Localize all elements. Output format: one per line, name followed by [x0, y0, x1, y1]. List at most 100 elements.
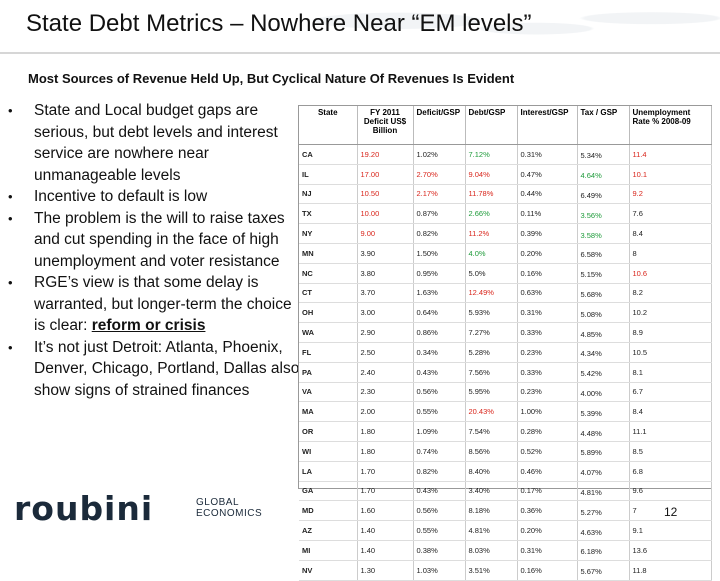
table-cell: 10.50 — [357, 184, 414, 205]
state-cell: OR — [299, 421, 358, 442]
table-row: OR 1.80 1.09% 7.54% 0.28% 4.48% 11.1 — [299, 421, 712, 442]
table-cell: 5.27% — [577, 500, 630, 522]
column-header: Debt/GSP — [465, 106, 518, 145]
table-cell: 10.2 — [629, 302, 712, 324]
table-cell: 5.42% — [577, 362, 630, 383]
table-cell: 8 — [629, 243, 712, 264]
table-cell: 1.60 — [357, 500, 414, 522]
table-cell: 0.95% — [413, 263, 466, 284]
world-map-background — [260, 0, 720, 52]
bullet-item: • Incentive to default is low — [8, 186, 300, 208]
table-cell: 0.23% — [517, 382, 578, 403]
table-cell: 2.90 — [357, 322, 414, 343]
table-cell: 8.56% — [465, 441, 518, 462]
bullet-marker: • — [8, 210, 13, 226]
title-bar: State Debt Metrics – Nowhere Near “EM le… — [0, 0, 720, 52]
table-cell: 4.81% — [465, 520, 518, 541]
table-cell: 4.48% — [577, 421, 630, 442]
column-header: Tax / GSP — [577, 106, 630, 145]
table-cell: 8.18% — [465, 500, 518, 522]
table-row: NJ 10.50 2.17% 11.78% 0.44% 6.49% 9.2 — [299, 184, 712, 205]
table-cell: 2.00 — [357, 401, 414, 423]
table-row: NY 9.00 0.82% 11.2% 0.39% 3.58% 8.4 — [299, 223, 712, 244]
table-cell: 4.0% — [465, 243, 518, 264]
roubini-logo: roubini GLOBAL ECONOMICS — [14, 492, 262, 525]
table-row: MA 2.00 0.55% 20.43% 1.00% 5.39% 8.4 — [299, 401, 712, 423]
table-cell: 6.7 — [629, 382, 712, 403]
table-cell: 8.4 — [629, 401, 712, 423]
table-cell: 2.66% — [465, 203, 518, 225]
table-cell: 4.85% — [577, 322, 630, 343]
table-cell: 4.00% — [577, 382, 630, 403]
table-cell: 0.20% — [517, 520, 578, 541]
bullet-item: • State and Local budget gaps are serious… — [8, 100, 300, 186]
table-cell: 1.63% — [413, 283, 466, 304]
table-row: VA 2.30 0.56% 5.95% 0.23% 4.00% 6.7 — [299, 382, 712, 403]
table-row: LA 1.70 0.82% 8.40% 0.46% 4.07% 6.8 — [299, 461, 712, 482]
table-cell: 5.93% — [465, 302, 518, 324]
state-cell: VA — [299, 382, 358, 403]
table-cell: 1.30 — [357, 560, 414, 581]
table-cell: 0.23% — [517, 342, 578, 363]
table-cell: 0.82% — [413, 461, 466, 482]
bullet-list: • State and Local budget gaps are serious… — [8, 100, 300, 401]
state-cell: WI — [299, 441, 358, 462]
table-cell: 0.43% — [413, 362, 466, 383]
table-cell: 4.07% — [577, 461, 630, 482]
table-cell: 0.38% — [413, 540, 466, 561]
table-cell: 9.04% — [465, 164, 518, 185]
table-cell: 1.09% — [413, 421, 466, 442]
state-cell: WA — [299, 322, 358, 343]
table-cell: 0.33% — [517, 322, 578, 343]
table-row: CT 3.70 1.63% 12.49% 0.63% 5.68% 8.2 — [299, 283, 712, 304]
table-cell: 9.00 — [357, 223, 414, 244]
table-cell: 0.52% — [517, 441, 578, 462]
table-cell: 1.00% — [517, 401, 578, 423]
table-cell: 0.28% — [517, 421, 578, 442]
table-cell: 7.12% — [465, 144, 518, 165]
table-cell: 4.64% — [577, 164, 630, 185]
table-cell: 8.5 — [629, 441, 712, 462]
column-header: State — [299, 106, 358, 145]
table-cell: 1.70 — [357, 461, 414, 482]
table-cell: 20.43% — [465, 401, 518, 423]
slide-title: State Debt Metrics – Nowhere Near “EM le… — [26, 10, 532, 37]
table-row: TX 10.00 0.87% 2.66% 0.11% 3.56% 7.6 — [299, 203, 712, 225]
table-cell: 4.63% — [577, 520, 630, 541]
page-number: 12 — [664, 505, 678, 519]
table-cell: 3.00 — [357, 302, 414, 324]
table-cell: 7.54% — [465, 421, 518, 442]
table-cell: 11.8 — [629, 560, 712, 581]
table-cell: 0.20% — [517, 243, 578, 264]
state-cell: NY — [299, 223, 358, 244]
state-cell: TX — [299, 203, 358, 225]
table-cell: 17.00 — [357, 164, 414, 185]
table-cell: 10.1 — [629, 164, 712, 185]
bullet-text: State and Local budget gaps are serious,… — [34, 102, 278, 184]
table-row: WA 2.90 0.86% 7.27% 0.33% 4.85% 8.9 — [299, 322, 712, 343]
table-cell: 2.17% — [413, 184, 466, 205]
bullet-text: Incentive to default is low — [34, 188, 208, 205]
table-row: GA 1.70 0.43% 3.40% 0.17% 4.81% 9.6 — [299, 481, 712, 502]
column-header: FY 2011 Deficit US$ Billion — [357, 106, 414, 145]
table-cell: 3.40% — [465, 481, 518, 502]
state-cell: OH — [299, 302, 358, 324]
table-cell: 0.86% — [413, 322, 466, 343]
table-cell: 8.4 — [629, 223, 712, 244]
table-cell: 11.1 — [629, 421, 712, 442]
table-cell: 7 — [629, 500, 712, 522]
state-cell: NC — [299, 263, 358, 284]
bullet-marker: • — [8, 103, 13, 118]
table-cell: 5.67% — [577, 560, 630, 581]
table-cell: 0.43% — [413, 481, 466, 502]
bullet-item: • It’s not just Detroit: Atlanta, Phoenix… — [8, 337, 300, 402]
table-cell: 0.17% — [517, 481, 578, 502]
bullet-item: • The problem is the will to raise taxes … — [8, 208, 300, 273]
table-cell: 5.89% — [577, 441, 630, 462]
table-cell: 0.31% — [517, 540, 578, 561]
table-row: NC 3.80 0.95% 5.0% 0.16% 5.15% 10.6 — [299, 263, 712, 284]
table-cell: 0.56% — [413, 382, 466, 403]
table-cell: 5.95% — [465, 382, 518, 403]
table-cell: 3.56% — [577, 203, 630, 225]
bullet-text: It’s not just Detroit: Atlanta, Phoenix,… — [34, 338, 300, 399]
